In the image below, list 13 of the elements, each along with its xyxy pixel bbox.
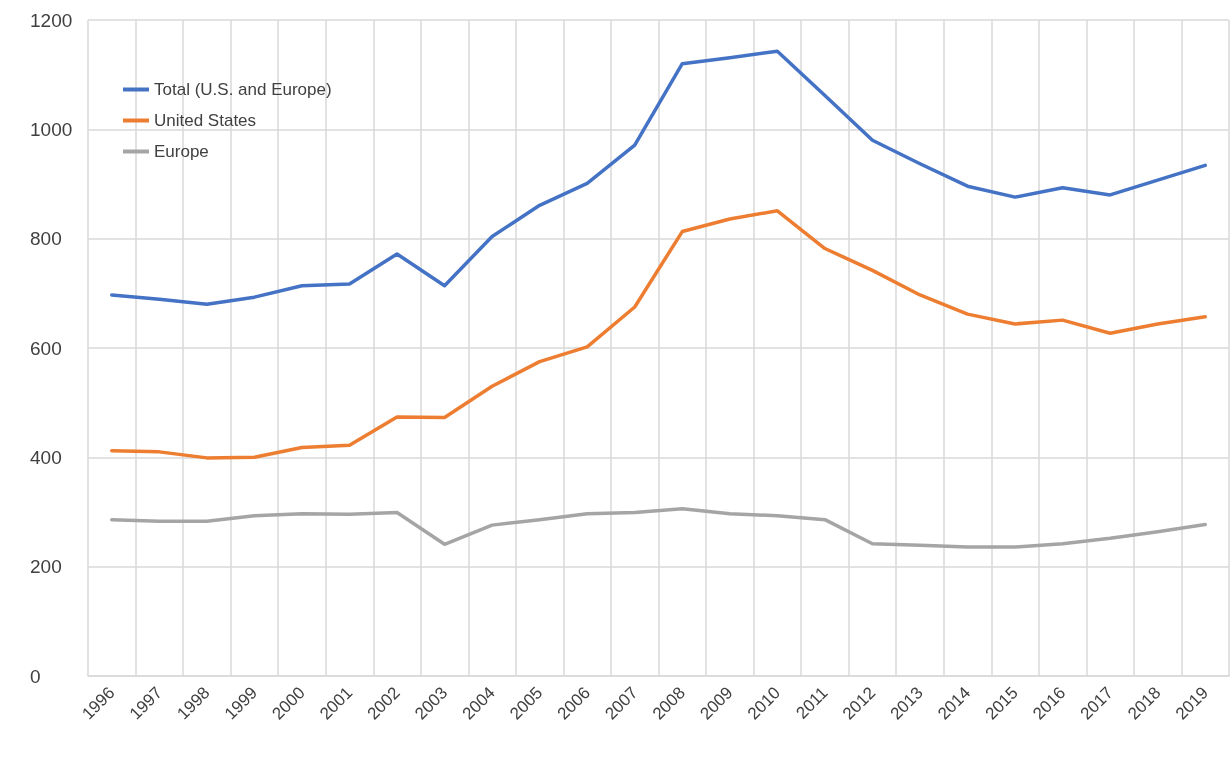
legend-label: Total (U.S. and Europe) bbox=[154, 80, 332, 99]
line-series bbox=[110, 49, 1207, 307]
y-tick-label: 1200 bbox=[30, 9, 73, 31]
y-tick-label: 400 bbox=[30, 446, 62, 468]
y-tick-label: 800 bbox=[30, 228, 62, 250]
y-tick-label: 1000 bbox=[30, 118, 73, 140]
line-series bbox=[110, 209, 1207, 460]
legend-label: Europe bbox=[154, 142, 209, 161]
legend-label: United States bbox=[154, 111, 257, 130]
y-tick-label: 200 bbox=[30, 556, 62, 578]
line-series bbox=[110, 506, 1207, 549]
y-tick-label: 600 bbox=[30, 337, 62, 359]
y-tick-label: 0 bbox=[30, 665, 41, 687]
